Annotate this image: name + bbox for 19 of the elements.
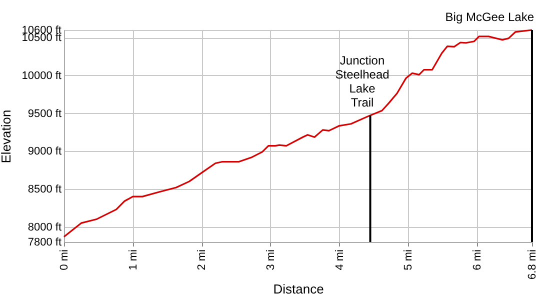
y-tick-label: 8000 ft <box>28 221 62 234</box>
x-tick-label: 6 mi <box>471 250 484 270</box>
x-tick-label: 4 mi <box>334 250 346 270</box>
x-tick-label: 2 mi <box>196 250 208 270</box>
y-axis-title: Elevation <box>0 110 14 164</box>
x-axis-title: Distance <box>273 281 324 294</box>
y-tick-label: 9500 ft <box>28 108 62 120</box>
line-series <box>63 29 533 238</box>
ref-line-label: Big McGee Lake <box>445 10 534 24</box>
y-tick-label: 9000 ft <box>28 146 62 158</box>
x-tick-label: 3 mi <box>264 250 277 270</box>
x-tick-label: 1 mi <box>127 250 140 270</box>
x-tick-label: 6.8 mi <box>526 250 538 280</box>
y-tick-label: 8500 ft <box>28 184 62 196</box>
y-tick-label: 10000 ft <box>22 70 62 82</box>
x-tick-label: 5 mi <box>402 250 415 270</box>
x-tick-label: 0 mi <box>58 250 70 270</box>
y-tick-label: 7800 ft <box>28 236 62 248</box>
ref-line-label: Junction Steelhead Lake Trail <box>335 53 390 110</box>
